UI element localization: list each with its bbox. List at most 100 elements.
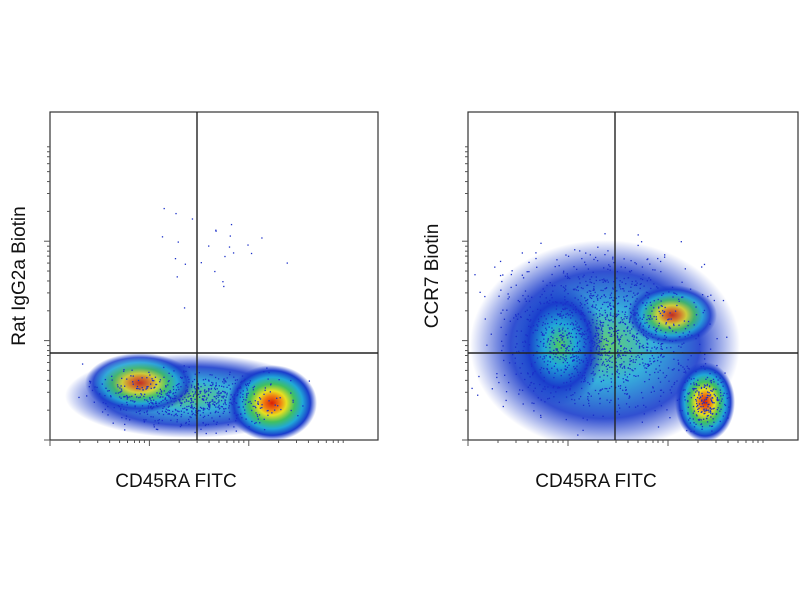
event-dot xyxy=(647,258,649,260)
event-dot xyxy=(628,290,630,293)
event-dot xyxy=(146,399,148,401)
event-dot xyxy=(228,373,231,376)
event-dot xyxy=(522,294,524,297)
event-dot xyxy=(143,411,146,414)
event-dot xyxy=(211,400,213,403)
event-dot xyxy=(224,402,227,404)
event-dot xyxy=(687,324,689,327)
event-dot xyxy=(651,310,653,312)
event-dot xyxy=(635,375,637,377)
event-dot xyxy=(696,402,698,405)
event-dot xyxy=(621,281,623,283)
event-dot xyxy=(185,421,187,424)
event-dot xyxy=(595,334,597,337)
event-dot xyxy=(558,387,561,389)
event-dot xyxy=(544,388,546,390)
event-dot xyxy=(582,333,585,335)
event-dot xyxy=(516,343,518,345)
event-dot xyxy=(210,391,212,394)
event-dot xyxy=(233,400,235,402)
event-dot xyxy=(173,370,175,372)
event-dot xyxy=(547,313,550,315)
event-dot xyxy=(726,393,728,395)
event-dot xyxy=(687,412,689,414)
event-dot xyxy=(586,419,588,421)
event-dot xyxy=(625,389,627,391)
event-dot xyxy=(583,274,585,276)
event-dot xyxy=(698,384,700,387)
event-dot xyxy=(723,392,725,394)
event-dot xyxy=(600,325,602,327)
event-dot xyxy=(719,392,722,394)
event-dot xyxy=(564,299,566,301)
event-dot xyxy=(620,345,623,347)
event-dot xyxy=(620,321,622,323)
event-dot xyxy=(665,336,668,338)
event-dot xyxy=(588,290,590,292)
event-dot xyxy=(701,411,703,413)
event-dot xyxy=(647,343,649,345)
event-dot xyxy=(521,252,523,254)
event-dot xyxy=(688,419,690,421)
event-dot xyxy=(564,369,567,371)
event-dot xyxy=(568,332,570,334)
event-dot xyxy=(527,295,529,297)
event-dot xyxy=(578,311,580,313)
event-dot xyxy=(598,346,601,348)
event-dot xyxy=(540,242,542,244)
event-dot xyxy=(516,330,518,332)
event-dot xyxy=(188,378,190,381)
event-dot xyxy=(505,391,508,393)
event-dot xyxy=(185,391,187,393)
event-dot xyxy=(585,367,588,370)
event-dot xyxy=(595,327,597,329)
event-dot xyxy=(606,371,608,373)
event-dot xyxy=(120,385,122,387)
event-dot xyxy=(176,419,179,421)
event-dot xyxy=(722,385,724,387)
event-dot xyxy=(634,312,636,314)
event-dot xyxy=(199,410,201,412)
event-dot xyxy=(704,353,706,356)
event-dot xyxy=(228,411,231,414)
event-dot xyxy=(596,332,599,334)
event-dot xyxy=(626,294,628,297)
event-dot xyxy=(158,412,160,415)
event-dot xyxy=(121,403,123,406)
event-dot xyxy=(589,341,591,344)
event-dot xyxy=(528,325,530,327)
event-dot xyxy=(194,388,196,390)
event-dot xyxy=(629,317,631,319)
event-dot xyxy=(203,382,205,385)
event-dot xyxy=(215,406,217,408)
event-dot xyxy=(612,287,614,289)
event-dot xyxy=(600,358,602,360)
event-dot xyxy=(584,380,586,382)
event-dot xyxy=(531,402,533,404)
event-dot xyxy=(706,417,708,420)
event-dot xyxy=(222,381,224,383)
event-dot xyxy=(631,369,633,371)
event-dot xyxy=(547,322,549,325)
event-dot xyxy=(595,329,598,332)
event-dot xyxy=(578,333,580,335)
event-dot xyxy=(191,406,193,408)
event-dot xyxy=(198,393,200,396)
event-dot xyxy=(646,342,648,344)
event-dot xyxy=(171,404,173,406)
event-dot xyxy=(141,386,143,389)
event-dot xyxy=(616,337,619,339)
event-dot xyxy=(722,299,725,302)
event-dot xyxy=(223,395,225,397)
event-dot xyxy=(647,315,649,317)
event-dot xyxy=(560,310,563,313)
event-dot xyxy=(585,252,587,254)
event-dot xyxy=(559,341,561,343)
event-dot xyxy=(185,422,187,425)
event-dot xyxy=(619,280,621,282)
event-dot xyxy=(628,406,631,408)
event-dot xyxy=(616,366,618,368)
event-dot xyxy=(183,307,186,309)
event-dot xyxy=(245,418,247,420)
event-dot xyxy=(684,328,687,330)
